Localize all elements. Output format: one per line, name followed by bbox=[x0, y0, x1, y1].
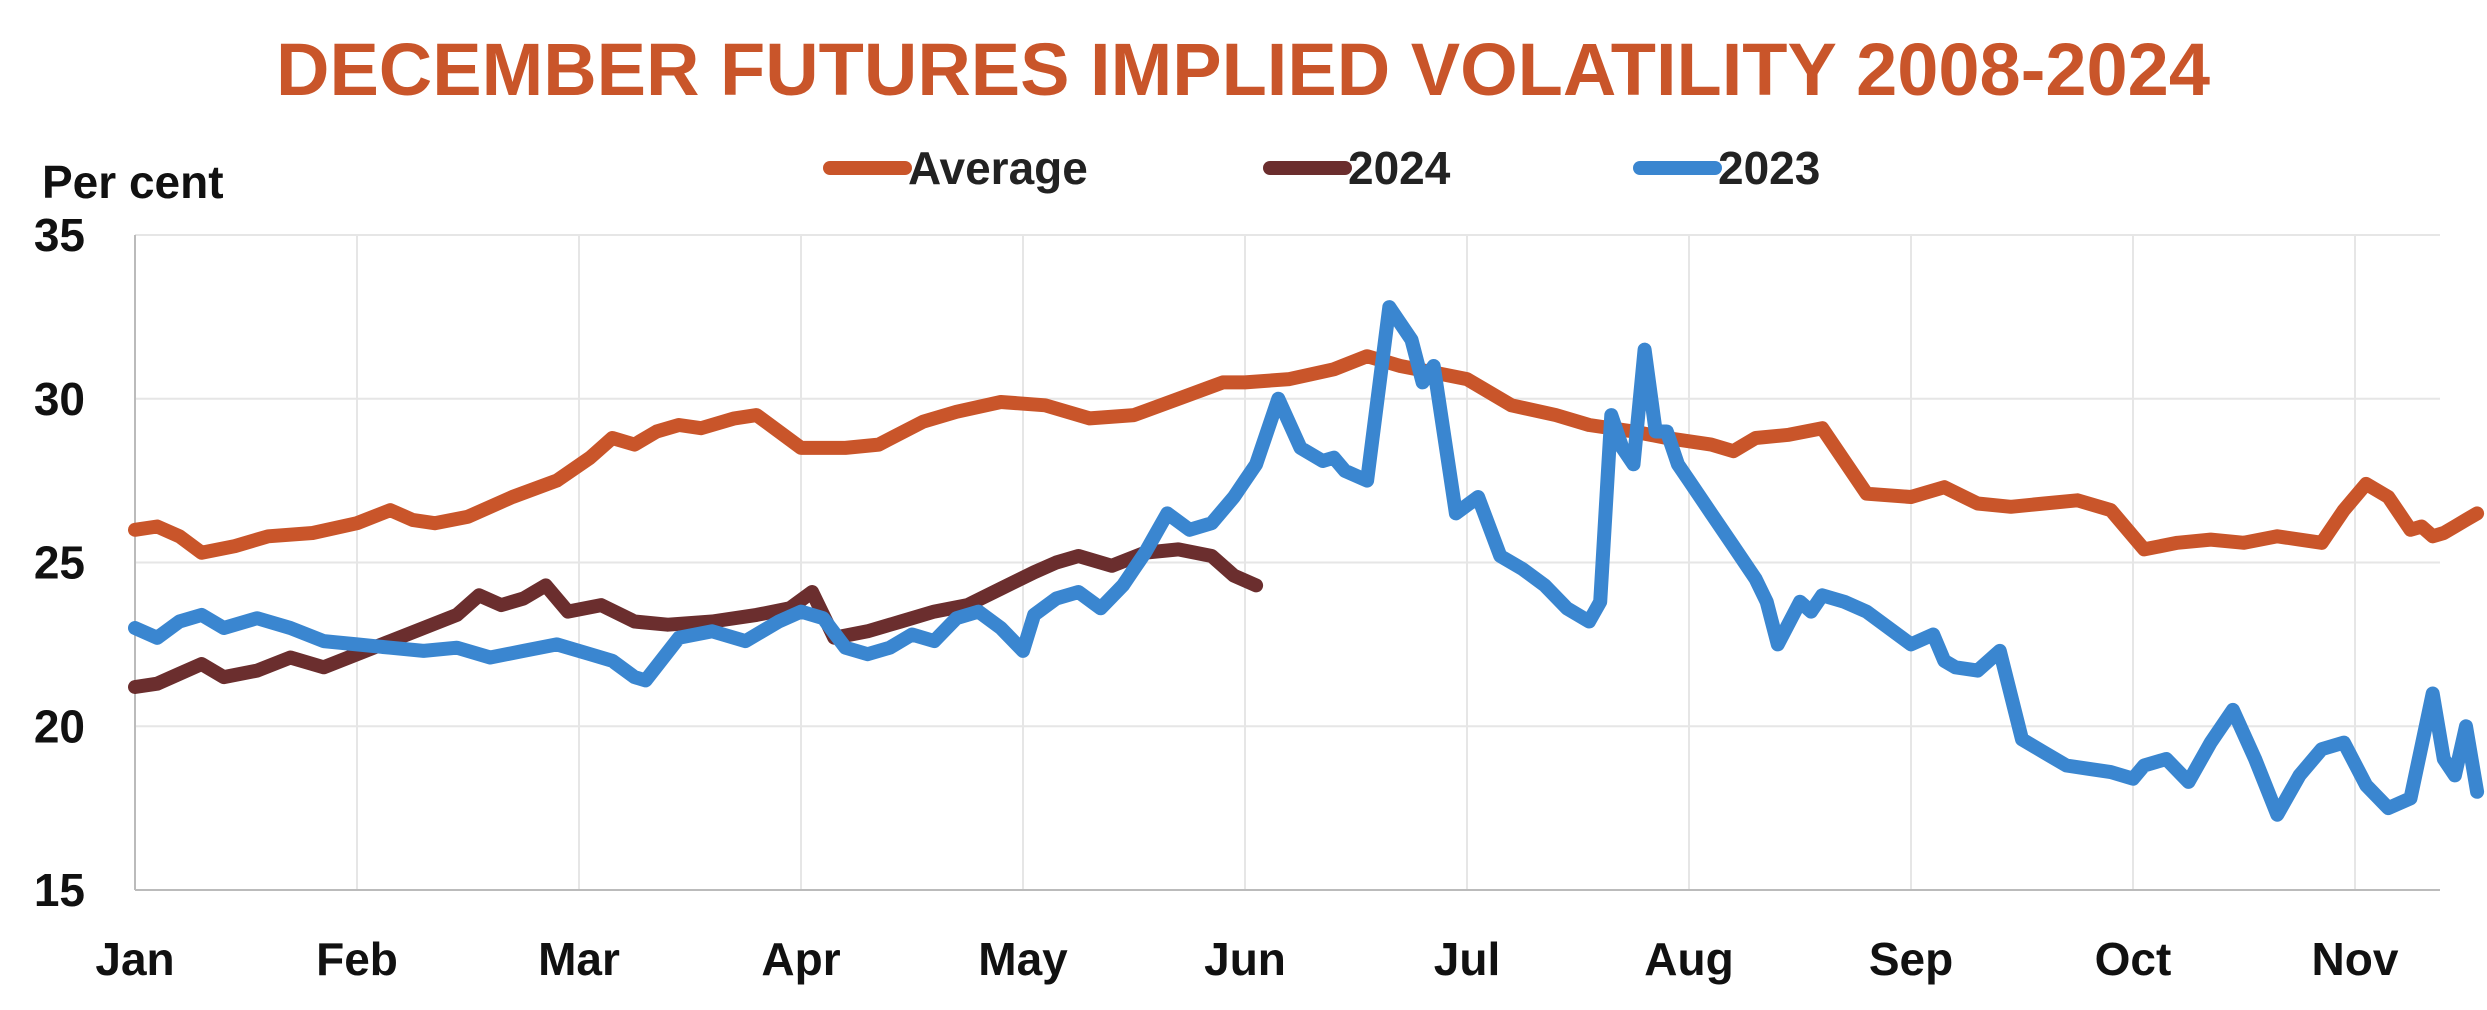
tick-labels: 15 20 25 30 35 Jan Feb Mar Apr May Jun Jul Aug Sep Oct… bbox=[34, 209, 2399, 985]
series-line-2023 bbox=[128, 300, 2485, 822]
x-tick-label-sep: Sep bbox=[1869, 933, 1953, 985]
y-tick-label-35: 35 bbox=[34, 209, 85, 261]
x-tick-label-jun: Jun bbox=[1204, 933, 1286, 985]
y-tick-label-30: 30 bbox=[34, 373, 85, 425]
y-axis-label: Per cent bbox=[42, 156, 224, 208]
series-layer bbox=[128, 300, 2485, 822]
x-tick-label-may: May bbox=[978, 933, 1068, 985]
x-tick-label-aug: Aug bbox=[1644, 933, 1733, 985]
x-tick-label-nov: Nov bbox=[2312, 933, 2399, 985]
x-tick-label-jul: Jul bbox=[1434, 933, 1500, 985]
x-tick-label-jan: Jan bbox=[95, 933, 174, 985]
series-line-2024 bbox=[128, 542, 1264, 694]
gridlines bbox=[135, 234, 2440, 891]
legend-label-2024: 2024 bbox=[1348, 142, 1451, 194]
x-tick-label-mar: Mar bbox=[538, 933, 620, 985]
legend: Average 2024 2023 bbox=[823, 142, 1820, 194]
y-tick-label-25: 25 bbox=[34, 537, 85, 589]
x-tick-label-oct: Oct bbox=[2095, 933, 2172, 985]
legend-label-average: Average bbox=[908, 142, 1088, 194]
series-line-average bbox=[128, 349, 2485, 560]
x-tick-label-feb: Feb bbox=[316, 933, 398, 985]
y-tick-label-15: 15 bbox=[34, 864, 85, 916]
legend-label-2023: 2023 bbox=[1718, 142, 1820, 194]
chart-title: DECEMBER FUTURES IMPLIED VOLATILITY 2008… bbox=[276, 28, 2210, 111]
axes bbox=[134, 235, 2440, 891]
y-tick-label-20: 20 bbox=[34, 700, 85, 752]
x-tick-label-apr: Apr bbox=[761, 933, 840, 985]
